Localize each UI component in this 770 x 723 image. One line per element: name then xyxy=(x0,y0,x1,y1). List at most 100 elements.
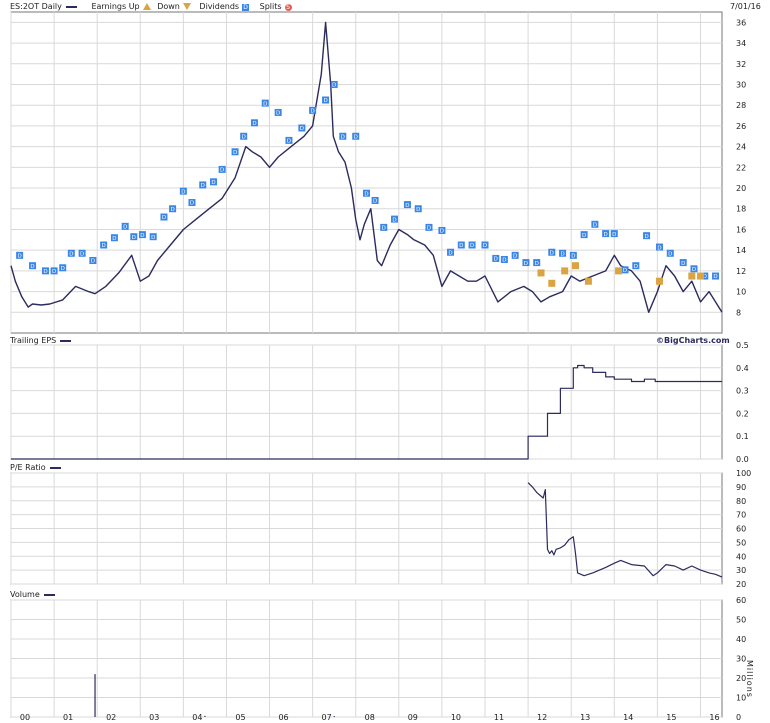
price-line xyxy=(10,21,723,313)
xtick-label: 12 xyxy=(537,713,547,722)
pe-ytick-label: 100 xyxy=(736,469,751,478)
dividend-marker-box xyxy=(468,241,476,249)
dividend-marker: D xyxy=(298,124,306,132)
dividend-marker-letter: D xyxy=(550,250,554,256)
dividend-marker-box xyxy=(712,272,720,280)
dividend-marker-letter: D xyxy=(459,243,463,249)
dividend-marker: D xyxy=(250,119,258,127)
dividend-marker-box xyxy=(610,230,618,238)
dividend-marker-letter: D xyxy=(427,226,431,232)
dividend-marker-box xyxy=(250,119,258,127)
earnings-down-icon xyxy=(182,3,191,10)
dividend-marker-box xyxy=(29,262,37,270)
dividend-marker-letter: D xyxy=(634,264,638,270)
dividend-marker: D xyxy=(352,132,360,140)
dividend-marker-letter: D xyxy=(102,243,106,249)
pe-panel-label: P/E Ratio xyxy=(10,463,61,472)
xtick-label: 11 xyxy=(494,713,504,722)
eps-ytick-label: 0.3 xyxy=(736,387,749,396)
dividend-marker-box xyxy=(690,265,698,273)
dividend-marker-box xyxy=(371,196,379,204)
dividend-marker-letter: D xyxy=(416,207,420,213)
dividend-marker: D xyxy=(559,249,567,257)
price-ytick-label: 12 xyxy=(736,267,746,276)
dividend-marker-letter: D xyxy=(382,226,386,232)
dividend-marker-letter: D xyxy=(132,235,136,241)
earnings-down-label: Down xyxy=(157,2,180,11)
dividend-marker-box xyxy=(569,251,577,259)
xtick-label: 08 xyxy=(365,713,375,722)
earnings-marker xyxy=(615,267,623,275)
xtick-label: 06 xyxy=(278,713,288,722)
eps-ytick-label: 0.1 xyxy=(736,432,749,441)
dividend-marker-box xyxy=(188,199,196,207)
dividend-marker-letter: D xyxy=(448,250,452,256)
dividend-marker: D xyxy=(160,213,168,221)
eps-line-icon xyxy=(60,339,72,342)
dividend-marker-letter: D xyxy=(263,101,267,107)
dividend-marker-letter: D xyxy=(681,261,685,267)
price-ytick-label: 18 xyxy=(736,205,746,214)
dividend-marker-box xyxy=(210,178,218,186)
dividend-marker-box xyxy=(89,257,97,265)
volume-ytick-label: 50 xyxy=(736,616,746,625)
dividend-marker: D xyxy=(522,259,530,267)
pe-panel: 20 30 40 50 60 70 80 90 100 xyxy=(10,469,751,589)
dividend-marker: D xyxy=(457,241,465,249)
bigcharts-watermark: ©BigCharts.com xyxy=(656,336,730,345)
dividend-marker: D xyxy=(29,262,37,270)
dividend-marker-box xyxy=(363,189,370,197)
volume-ytick-label: 10 xyxy=(736,694,746,703)
dividend-marker-letter: D xyxy=(513,254,517,260)
dividend-marker: D xyxy=(548,248,556,256)
dividend-marker: D xyxy=(16,251,24,260)
earnings-marker xyxy=(656,277,664,285)
dividend-marker: D xyxy=(218,165,226,174)
dividend-marker-box xyxy=(522,259,530,267)
splits-label: Splits xyxy=(259,2,282,11)
dividend-marker: D xyxy=(643,232,651,240)
earnings-marker xyxy=(688,272,696,280)
dividend-marker-box xyxy=(67,249,75,257)
dividend-marker-letter: D xyxy=(276,111,280,117)
price-ytick-label: 28 xyxy=(736,101,746,110)
earnings-marker xyxy=(548,279,556,287)
dividend-marker: D xyxy=(690,265,698,273)
pe-line-icon xyxy=(49,466,61,469)
dividend-marker-box xyxy=(548,248,556,256)
dividend-marker: D xyxy=(666,249,674,257)
dividend-marker: D xyxy=(511,251,519,260)
dividend-marker-letter: D xyxy=(535,261,539,267)
dividend-marker-letter: D xyxy=(43,269,47,275)
dividend-marker: D xyxy=(309,106,317,115)
dividend-marker-letter: D xyxy=(300,126,304,132)
price-ytick-label: 22 xyxy=(736,163,746,172)
price-ytick-label: 30 xyxy=(736,80,746,89)
dividend-marker: D xyxy=(240,132,248,140)
dividend-marker-letter: D xyxy=(170,207,174,213)
price-frame xyxy=(10,11,723,334)
dividend-marker: D xyxy=(481,241,489,249)
dividend-marker-letter: D xyxy=(440,229,444,235)
dividend-marker-letter: D xyxy=(323,98,327,104)
dividend-marker-box xyxy=(179,187,187,195)
dividend-marker: D xyxy=(391,215,399,223)
dividend-marker-letter: D xyxy=(151,235,155,241)
dividend-marker-letter: D xyxy=(364,191,368,197)
dividend-marker-box xyxy=(438,226,446,234)
dividend-marker-box xyxy=(701,272,709,280)
dividend-marker-letter: D xyxy=(483,243,487,249)
dividend-marker-letter: D xyxy=(692,267,696,273)
price-ytick-label: 8 xyxy=(736,308,741,317)
price-line-icon xyxy=(65,5,77,8)
dividend-marker-letter: D xyxy=(162,215,166,221)
eps-panel: 0.0 0.1 0.2 0.3 0.4 0.5 xyxy=(10,341,749,464)
dividend-marker-letter: D xyxy=(341,134,345,140)
dividend-marker-box xyxy=(602,230,610,238)
eps-ytick-label: 0.5 xyxy=(736,341,749,350)
dividend-marker: D xyxy=(149,233,157,241)
dividend-marker-box xyxy=(199,181,207,189)
dividend-marker-letter: D xyxy=(181,189,185,195)
